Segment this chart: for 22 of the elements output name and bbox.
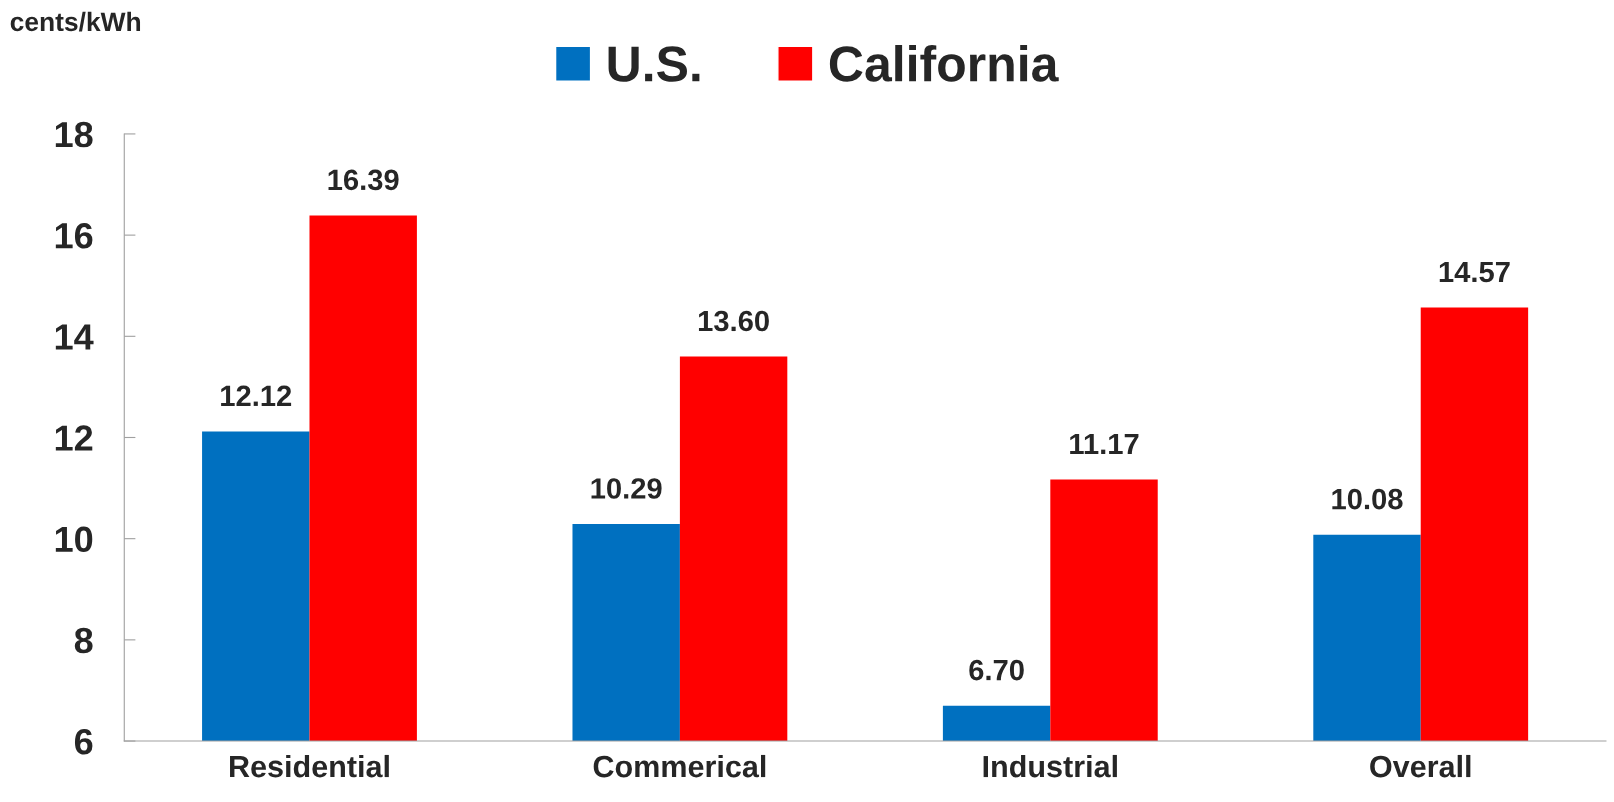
legend-label: U.S.: [608, 46, 700, 82]
data-label: 11.17: [1070, 433, 1139, 454]
y-tick-label: 6: [74, 728, 93, 755]
data-label: 14.57: [1439, 261, 1510, 283]
x-tick-label: Industrial: [983, 754, 1117, 778]
data-label: 6.70: [969, 659, 1024, 681]
data-label: 13.60: [698, 310, 769, 332]
data-label: 10.29: [591, 478, 662, 499]
y-tick-label: 12: [55, 425, 93, 451]
y-tick-label: 18: [55, 121, 93, 148]
x-tick-label: Residential: [230, 754, 389, 778]
y-tick-label: 10: [55, 526, 93, 553]
data-label: 16.39: [328, 169, 399, 191]
data-label: 10.08: [1332, 488, 1403, 510]
y-tick-label: 16: [55, 222, 93, 249]
x-tick-label: Overall: [1370, 754, 1471, 778]
y-tick-label: 8: [74, 627, 93, 654]
y-axis-title: cents/kWh: [10, 11, 141, 32]
legend-label: California: [829, 45, 1059, 82]
data-label: 12.12: [221, 385, 292, 406]
x-tick-label: Commerical: [593, 754, 766, 778]
y-tick-label: 14: [55, 324, 94, 350]
